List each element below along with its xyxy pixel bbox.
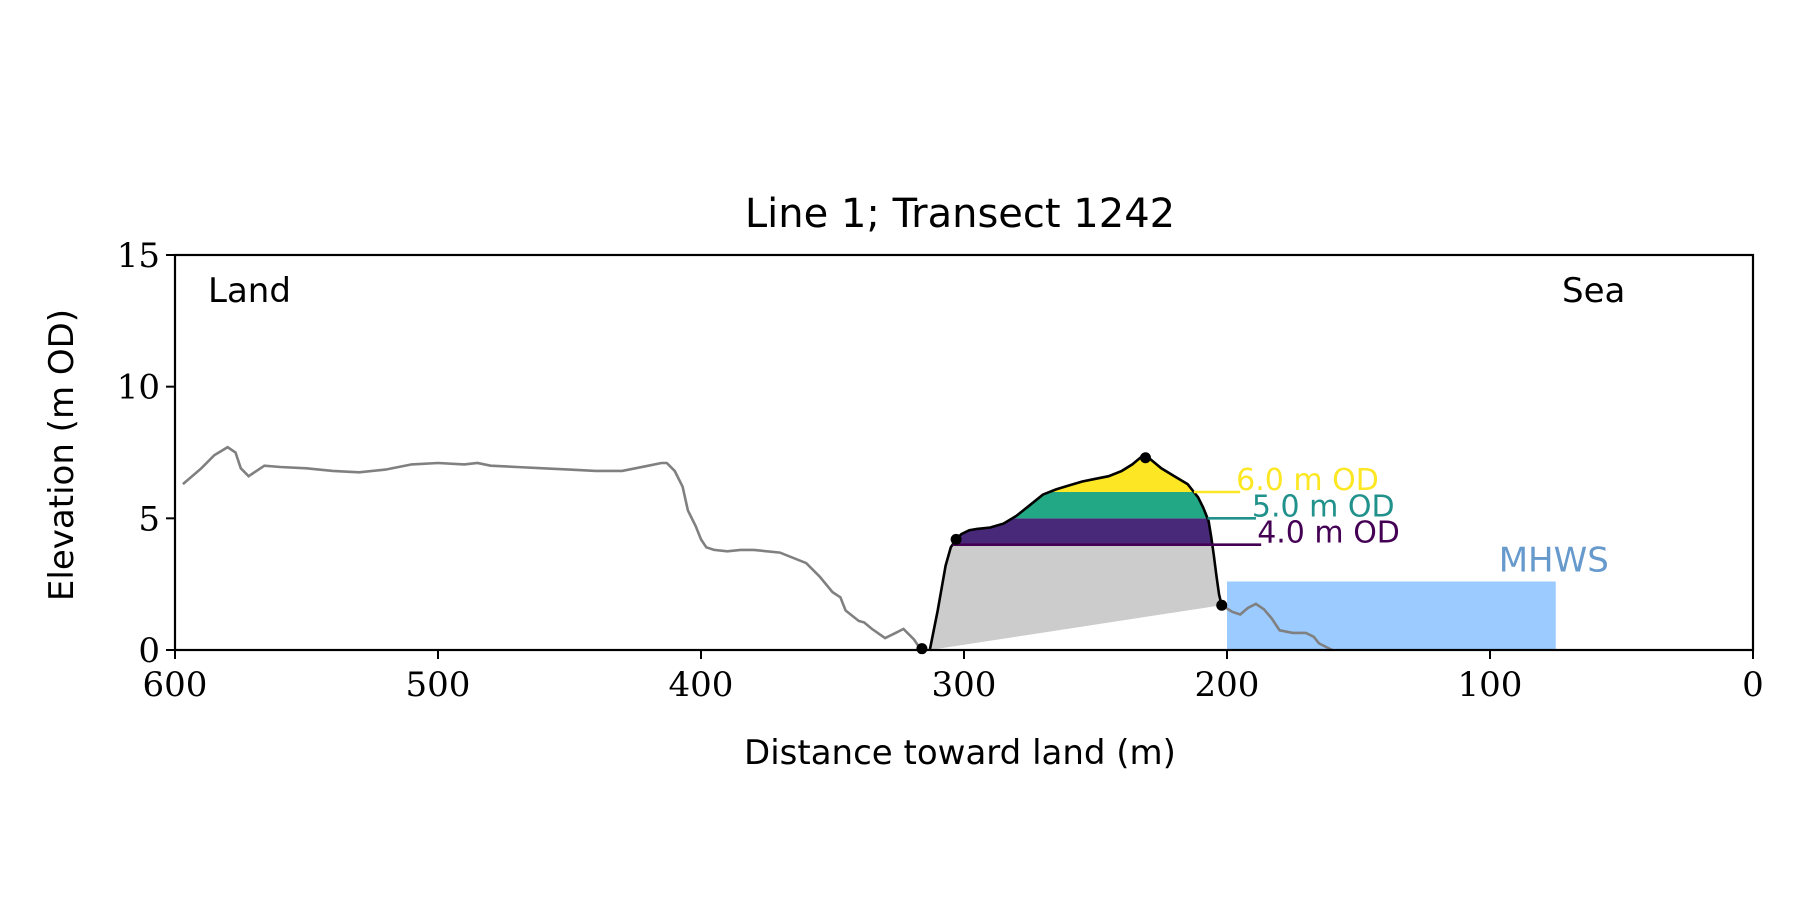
band-5-6-group	[1012, 492, 1208, 519]
fill-layer	[929, 455, 1556, 650]
seaward-profile-line	[1221, 602, 1333, 652]
dune-point-1	[916, 643, 928, 655]
band-6-top-area	[1049, 455, 1194, 492]
dune-base-group	[929, 544, 1222, 650]
y-axis-label: Elevation (m OD)	[42, 309, 82, 601]
band-4-5-group	[952, 518, 1213, 545]
x-tick-label: 400	[669, 665, 734, 705]
level-label-6: 6.0 m OD	[1236, 463, 1379, 498]
y-axis: 0 5 10 15	[117, 236, 175, 671]
x-tick-label: 300	[932, 665, 997, 705]
x-axis: 600 500 400 300 200 100 0	[143, 650, 1764, 705]
dune-point-3	[1139, 452, 1151, 464]
line-layer	[182, 445, 1333, 652]
marker-layer	[916, 452, 1228, 655]
x-tick-label: 600	[143, 665, 208, 705]
x-tick-label: 0	[1742, 665, 1764, 705]
band-6-top-group	[1049, 455, 1194, 492]
dune-point-4	[1216, 599, 1228, 611]
x-axis-label: Distance toward land (m)	[744, 733, 1176, 773]
x-tick-label: 500	[406, 665, 471, 705]
land-annotation: Land	[208, 271, 291, 311]
y-tick-label: 5	[138, 499, 160, 539]
level-labels: 4.0 m OD5.0 m OD6.0 m OD	[1236, 463, 1400, 551]
x-tick-label: 100	[1458, 665, 1523, 705]
y-tick-label: 0	[138, 631, 160, 671]
dune-base-area	[929, 544, 1222, 650]
band-5-6-area	[1012, 492, 1208, 519]
y-tick-label: 15	[117, 236, 160, 276]
level-label-5: 5.0 m OD	[1252, 489, 1395, 524]
chart-title: Line 1; Transect 1242	[745, 191, 1175, 237]
mhws-label: MHWS	[1499, 541, 1609, 581]
x-tick-label: 200	[1195, 665, 1260, 705]
dune-outline-line	[928, 453, 1223, 651]
band-4-5-area	[952, 518, 1213, 545]
mhws-water-area	[1227, 581, 1556, 650]
sea-annotation: Sea	[1562, 271, 1625, 311]
landward-profile-line	[182, 445, 928, 652]
level-label-4: 4.0 m OD	[1257, 516, 1400, 551]
dune-point-2	[950, 533, 962, 545]
y-tick-label: 10	[117, 368, 160, 408]
